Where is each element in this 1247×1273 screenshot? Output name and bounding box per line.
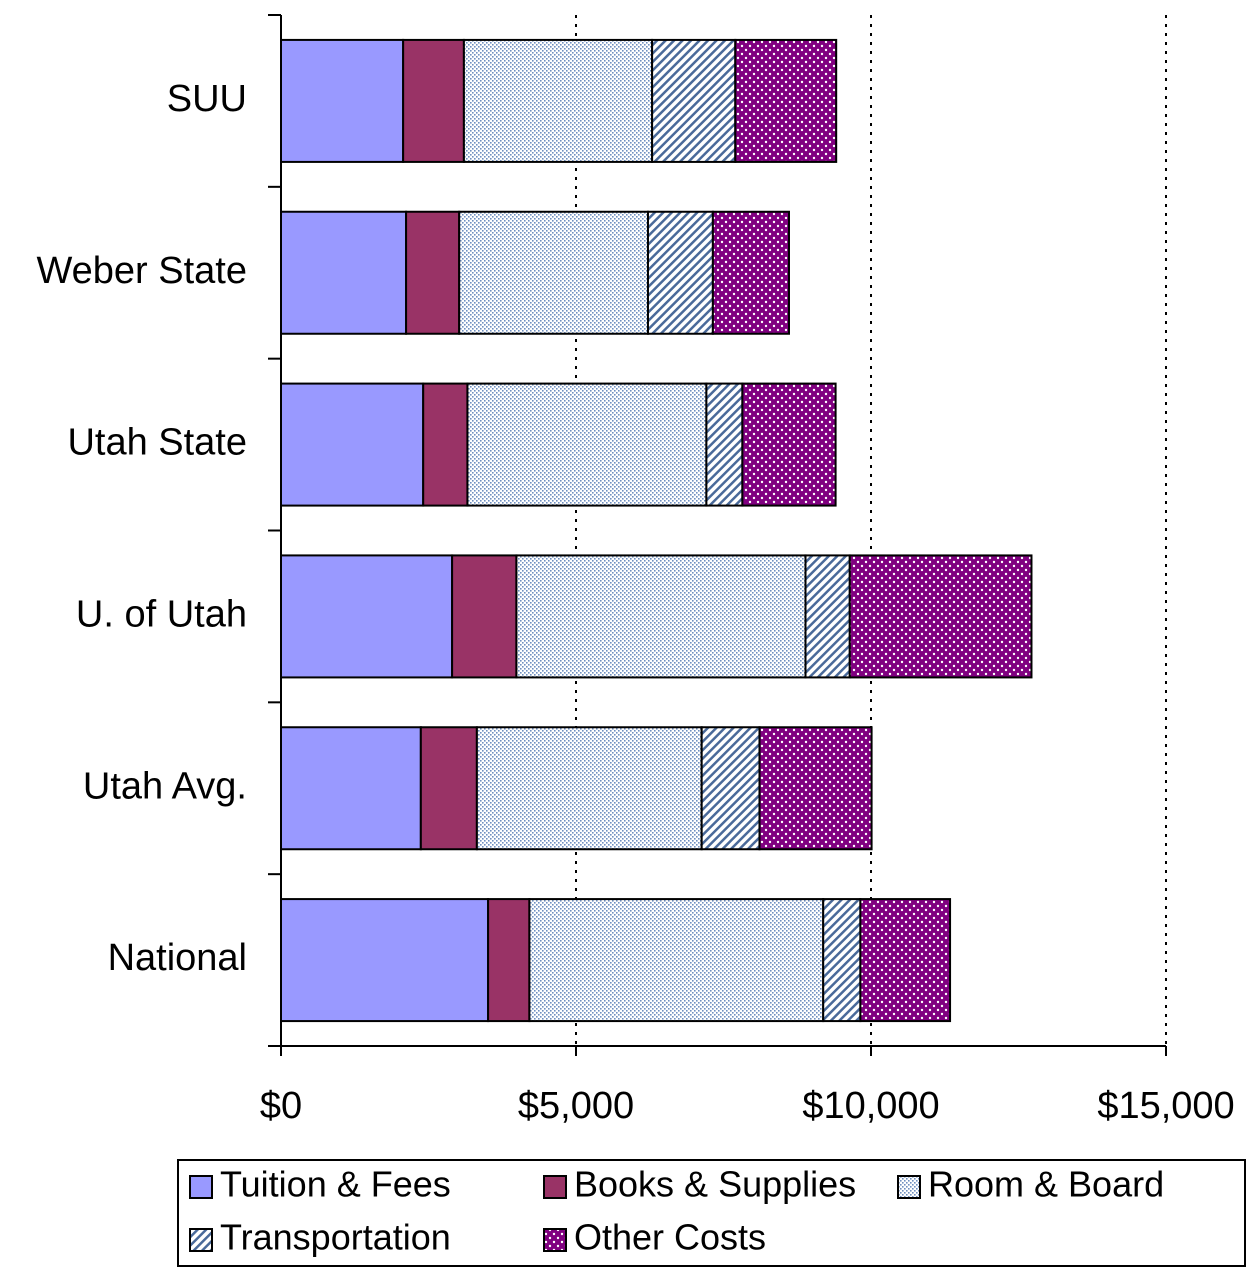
bar-segment (859, 898, 952, 1023)
legend-box (177, 1159, 1246, 1267)
bar-segment (419, 726, 478, 851)
y-tick-label: Utah State (67, 422, 247, 464)
legend-swatch (189, 1228, 213, 1252)
y-tick-label: U. of Utah (76, 593, 247, 635)
legend-swatch (897, 1175, 921, 1199)
legend-label: Room & Board (928, 1164, 1164, 1205)
bar-segment (402, 38, 465, 163)
bar-segment (280, 382, 425, 507)
bar-segment (280, 38, 405, 163)
bar-segment (741, 382, 837, 507)
bar-segment (280, 554, 454, 679)
bar-segment (705, 382, 744, 507)
bar-segment (848, 554, 1033, 679)
bar-segment (458, 210, 649, 335)
bar-segment (646, 210, 714, 335)
bar-segment (280, 726, 422, 851)
bar-segment (280, 898, 490, 1023)
legend-label: Other Costs (574, 1217, 766, 1258)
legend-swatch (543, 1175, 567, 1199)
y-tick-label: Utah Avg. (83, 765, 247, 807)
bar-segment (651, 38, 737, 163)
bar-segment (487, 898, 531, 1023)
bar-segment (405, 210, 461, 335)
bar-segment (451, 554, 518, 679)
bar-segment (528, 898, 825, 1023)
legend-swatch (189, 1175, 213, 1199)
x-tick-label: $15,000 (1097, 1085, 1234, 1127)
bar-segment (466, 382, 708, 507)
bar-segment (822, 898, 862, 1023)
x-tick-label: $0 (260, 1085, 302, 1127)
bar-segment (804, 554, 851, 679)
bar-segment (734, 38, 838, 163)
x-tick-label: $5,000 (518, 1085, 634, 1127)
bar-segment (280, 210, 408, 335)
bar-segment (422, 382, 469, 507)
y-tick-label: SUU (167, 78, 247, 120)
bar-segment (758, 726, 873, 851)
legend-label: Tuition & Fees (220, 1164, 451, 1205)
bar-segment (700, 726, 761, 851)
legend-label: Transportation (220, 1217, 451, 1258)
legend-swatch (543, 1228, 567, 1252)
bar-segment (515, 554, 807, 679)
bar-segment (475, 726, 703, 851)
y-tick-label: Weber State (36, 250, 247, 292)
x-tick-label: $10,000 (802, 1085, 939, 1127)
y-tick-label: National (108, 937, 247, 979)
legend-label: Books & Supplies (574, 1164, 856, 1205)
bar-segment (711, 210, 790, 335)
bar-segment (462, 38, 654, 163)
